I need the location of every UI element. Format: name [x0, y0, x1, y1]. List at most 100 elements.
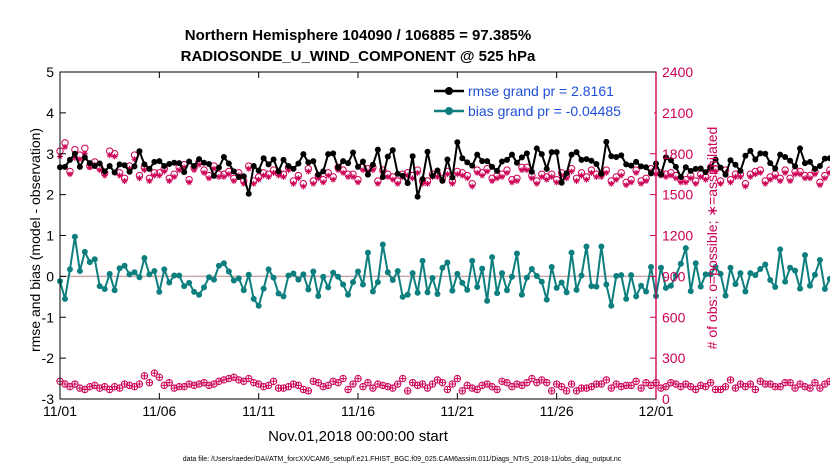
bias-point — [414, 289, 421, 296]
obs-possible-lower-point — [250, 378, 258, 387]
obs-assimilated-point — [623, 182, 630, 189]
obs-assimilated-point — [811, 171, 818, 178]
y-right-tick-label: 1500 — [662, 187, 693, 203]
obs-assimilated-point — [106, 152, 113, 159]
obs-assimilated-lower-point — [812, 380, 818, 386]
rmse-point — [806, 158, 813, 165]
obs-possible-lower-point — [76, 384, 84, 392]
bias-point — [76, 268, 83, 275]
y-left-tick-label: -3 — [42, 391, 55, 407]
obs-possible-lower-point — [473, 385, 481, 394]
obs-assimilated-lower-point — [305, 388, 311, 394]
obs-assimilated-lower-point — [747, 381, 753, 387]
bias-point — [101, 286, 108, 293]
y-right-tick-label: 300 — [662, 350, 686, 366]
obs-assimilated-point — [66, 171, 73, 178]
obs-possible-lower-point — [806, 384, 814, 392]
rmse-point — [533, 145, 540, 152]
obs-assimilated-lower-point — [792, 385, 798, 391]
obs-possible-lower-point — [165, 378, 173, 387]
obs-assimilated-lower-point — [737, 381, 744, 387]
obs-assimilated-point — [757, 169, 764, 176]
obs-assimilated-point — [424, 180, 431, 187]
x-tick-label: 11/11 — [242, 403, 275, 419]
obs-possible-lower-point — [125, 381, 134, 390]
obs-assimilated-lower-point — [638, 385, 644, 391]
obs-assimilated-point — [81, 150, 88, 157]
rmse-point — [707, 164, 714, 171]
obs-assimilated-lower-point — [350, 381, 356, 387]
obs-assimilated-lower-point — [708, 380, 714, 386]
obs-assimilated-lower-point — [365, 380, 371, 386]
obs-assimilated-point — [588, 169, 595, 176]
rmse-point — [71, 150, 78, 157]
obs-assimilated-lower-point — [62, 381, 68, 387]
rmse-point — [697, 165, 704, 172]
bias-point — [379, 241, 386, 248]
y-left-tick-label: -2 — [42, 350, 55, 366]
rmse-point — [603, 138, 610, 145]
obs-assimilated-lower-point — [444, 386, 450, 393]
rmse-point — [81, 154, 88, 161]
obs-assimilated-point — [667, 172, 674, 179]
bias-point — [677, 260, 684, 267]
bias-point — [672, 272, 679, 279]
rmse-point — [593, 160, 600, 167]
obs-assimilated-point — [662, 173, 669, 180]
obs-possible-lower-point — [155, 373, 164, 381]
bias-point — [91, 256, 98, 263]
obs-possible-lower-point — [264, 381, 273, 390]
obs-possible-lower-point — [562, 387, 571, 395]
obs-possible-lower-point — [438, 378, 447, 387]
bias-point — [459, 279, 466, 286]
rmse-point — [141, 161, 148, 168]
bias-point — [484, 297, 491, 304]
obs-assimilated-lower-point — [102, 384, 108, 390]
y-right-tick-label: 0 — [662, 391, 670, 407]
obs-assimilated-lower-point — [434, 377, 441, 383]
rmse-point — [787, 157, 794, 164]
bias-point — [806, 282, 813, 289]
obs-assimilated-lower-point — [231, 374, 237, 380]
obs-assimilated-lower-point — [822, 381, 828, 387]
bias-point — [394, 268, 401, 275]
rmse-point — [369, 161, 376, 168]
plot-area — [59, 71, 657, 400]
rmse-point — [677, 174, 684, 181]
rmse-point — [300, 151, 307, 158]
obs-assimilated-point — [146, 178, 153, 184]
rmse-point — [265, 161, 272, 168]
rmse-point — [414, 193, 421, 200]
rmse-point — [166, 160, 173, 167]
bias-point — [265, 266, 272, 273]
obs-assimilated-point — [434, 173, 441, 180]
obs-possible-lower-point — [493, 385, 501, 394]
obs-assimilated-lower-point — [270, 378, 277, 384]
bias-point — [340, 281, 347, 288]
bias-point — [196, 291, 203, 298]
obs-assimilated-lower-point — [519, 382, 525, 388]
obs-assimilated-lower-point — [787, 380, 793, 386]
rmse-point — [275, 168, 282, 175]
obs-possible-lower-point — [498, 377, 506, 385]
legend-box — [428, 79, 654, 121]
obs-assimilated-lower-point — [549, 388, 555, 394]
obs-assimilated-point — [499, 173, 506, 180]
rmse-point — [558, 179, 565, 186]
rmse-point — [225, 160, 232, 167]
rmse-point — [648, 170, 655, 177]
obs-assimilated-lower-point — [474, 386, 480, 393]
obs-assimilated-point — [533, 180, 540, 187]
rmse-point — [464, 159, 471, 166]
obs-assimilated-point — [449, 180, 456, 187]
obs-assimilated-lower-point — [648, 382, 654, 388]
obs-possible-lower-point — [413, 381, 422, 390]
obs-assimilated-point — [692, 180, 699, 187]
obs-assimilated-point — [797, 171, 804, 178]
obs-assimilated-point — [802, 175, 808, 182]
obs-assimilated-lower-point — [419, 381, 426, 387]
rmse-point — [717, 164, 724, 171]
bias-point — [787, 264, 794, 271]
y-right-tick-label: 1800 — [662, 146, 693, 162]
y-left-tick-label: 2 — [46, 187, 54, 203]
